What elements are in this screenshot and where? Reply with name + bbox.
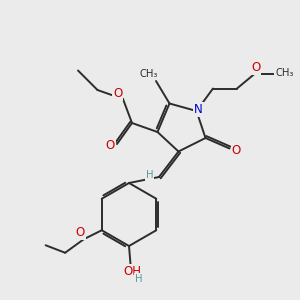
Text: O: O [76, 226, 85, 239]
Text: O: O [106, 139, 115, 152]
Text: OH: OH [123, 265, 141, 278]
Text: CH₃: CH₃ [139, 69, 158, 80]
Text: O: O [113, 87, 122, 100]
Text: H: H [135, 274, 142, 284]
Text: O: O [232, 144, 241, 157]
Text: N: N [194, 103, 203, 116]
Text: H: H [146, 170, 153, 181]
Text: CH₃: CH₃ [275, 68, 294, 78]
Text: O: O [251, 61, 260, 74]
